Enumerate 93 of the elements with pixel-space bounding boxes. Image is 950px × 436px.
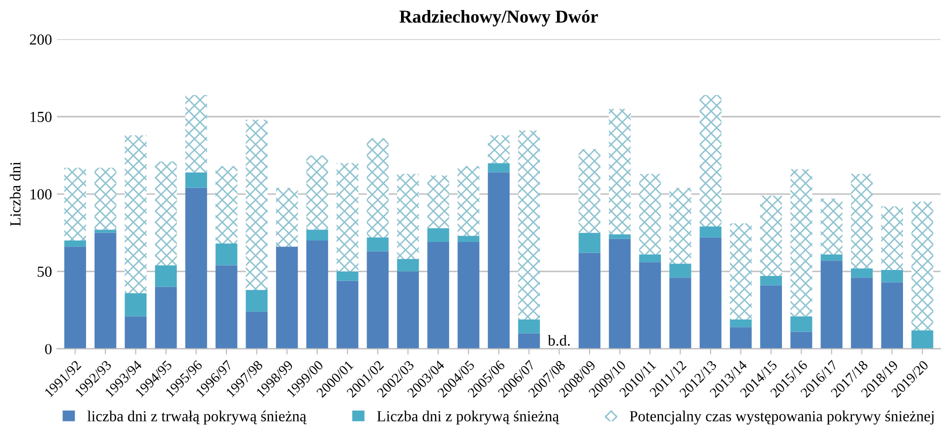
bar <box>94 168 116 230</box>
bar <box>397 259 419 272</box>
bar <box>881 282 903 349</box>
chart-title: Radziechowy/Nowy Dwór <box>400 10 598 26</box>
bar <box>790 332 812 349</box>
bar <box>820 260 842 349</box>
bar <box>850 268 873 278</box>
y-tick-label: 100 <box>30 189 52 200</box>
bar <box>669 188 692 264</box>
bar <box>306 155 328 230</box>
bar <box>700 237 722 349</box>
bar <box>790 169 812 316</box>
y-tick-label: 200 <box>30 34 52 45</box>
bar <box>669 278 692 349</box>
bar <box>185 188 208 349</box>
bar <box>700 94 722 227</box>
legend-label: liczba dni z trwałą pokrywą śnieżną <box>87 410 307 425</box>
bar <box>608 234 631 239</box>
bar <box>730 319 752 328</box>
bar <box>488 163 510 172</box>
bar <box>488 135 510 164</box>
y-axis-title: Liczba dni <box>10 162 21 226</box>
bar <box>64 240 86 247</box>
bar <box>578 232 600 253</box>
bar <box>336 280 358 349</box>
bar <box>518 333 540 349</box>
bar <box>216 244 238 266</box>
bar <box>578 149 600 233</box>
bar <box>639 174 661 254</box>
bar <box>336 163 358 272</box>
bar <box>730 223 752 320</box>
bar <box>427 175 450 228</box>
bar <box>850 278 873 349</box>
bar <box>366 138 389 238</box>
bar <box>366 237 389 252</box>
bar <box>820 254 842 261</box>
bar <box>518 130 540 320</box>
bar <box>306 230 328 240</box>
legend-label: Potencjalny czas występowania pokrywy śnieżnej <box>630 410 934 425</box>
bar <box>881 270 903 282</box>
bar <box>306 240 328 349</box>
bar <box>216 166 238 244</box>
bar <box>64 168 86 240</box>
bar <box>639 262 661 349</box>
bar <box>700 226 722 238</box>
bar <box>397 174 419 260</box>
bar <box>124 293 147 316</box>
bar <box>760 196 782 276</box>
bar <box>760 285 782 349</box>
bar <box>94 232 116 349</box>
bar <box>850 174 873 268</box>
bar <box>397 271 419 349</box>
bar <box>246 120 268 290</box>
bar <box>276 246 298 349</box>
bar <box>488 172 510 349</box>
bar <box>790 316 812 332</box>
bar <box>911 202 934 330</box>
bar <box>458 242 480 349</box>
bar <box>64 246 86 349</box>
bar <box>366 251 389 349</box>
bar <box>730 327 752 349</box>
bar <box>881 206 903 270</box>
bar <box>216 265 238 349</box>
legend-label: Liczba dni z pokrywą śnieżną <box>377 410 560 425</box>
bar <box>608 108 631 234</box>
bar <box>94 230 116 233</box>
bar <box>185 172 208 188</box>
y-tick-label: 150 <box>30 112 52 122</box>
y-tick-label: 50 <box>38 266 52 277</box>
bar <box>760 276 782 286</box>
bar <box>155 265 177 287</box>
bar <box>608 238 631 349</box>
bar <box>155 162 177 266</box>
bar <box>246 290 268 312</box>
bar <box>336 271 358 281</box>
bar <box>669 264 692 278</box>
bar <box>578 252 600 349</box>
bar <box>911 330 934 349</box>
bar <box>458 166 480 236</box>
y-tick-label: 0 <box>45 344 52 354</box>
bar <box>427 242 450 349</box>
bar <box>276 188 298 247</box>
bar <box>639 254 661 262</box>
bar <box>124 135 147 294</box>
annotation: b.d. <box>548 334 570 346</box>
bar <box>155 286 177 349</box>
bar <box>518 319 540 334</box>
bar <box>246 312 268 349</box>
bar <box>820 198 842 254</box>
bar <box>185 94 208 172</box>
bar <box>427 228 450 242</box>
bar <box>458 236 480 242</box>
bar <box>124 316 147 349</box>
